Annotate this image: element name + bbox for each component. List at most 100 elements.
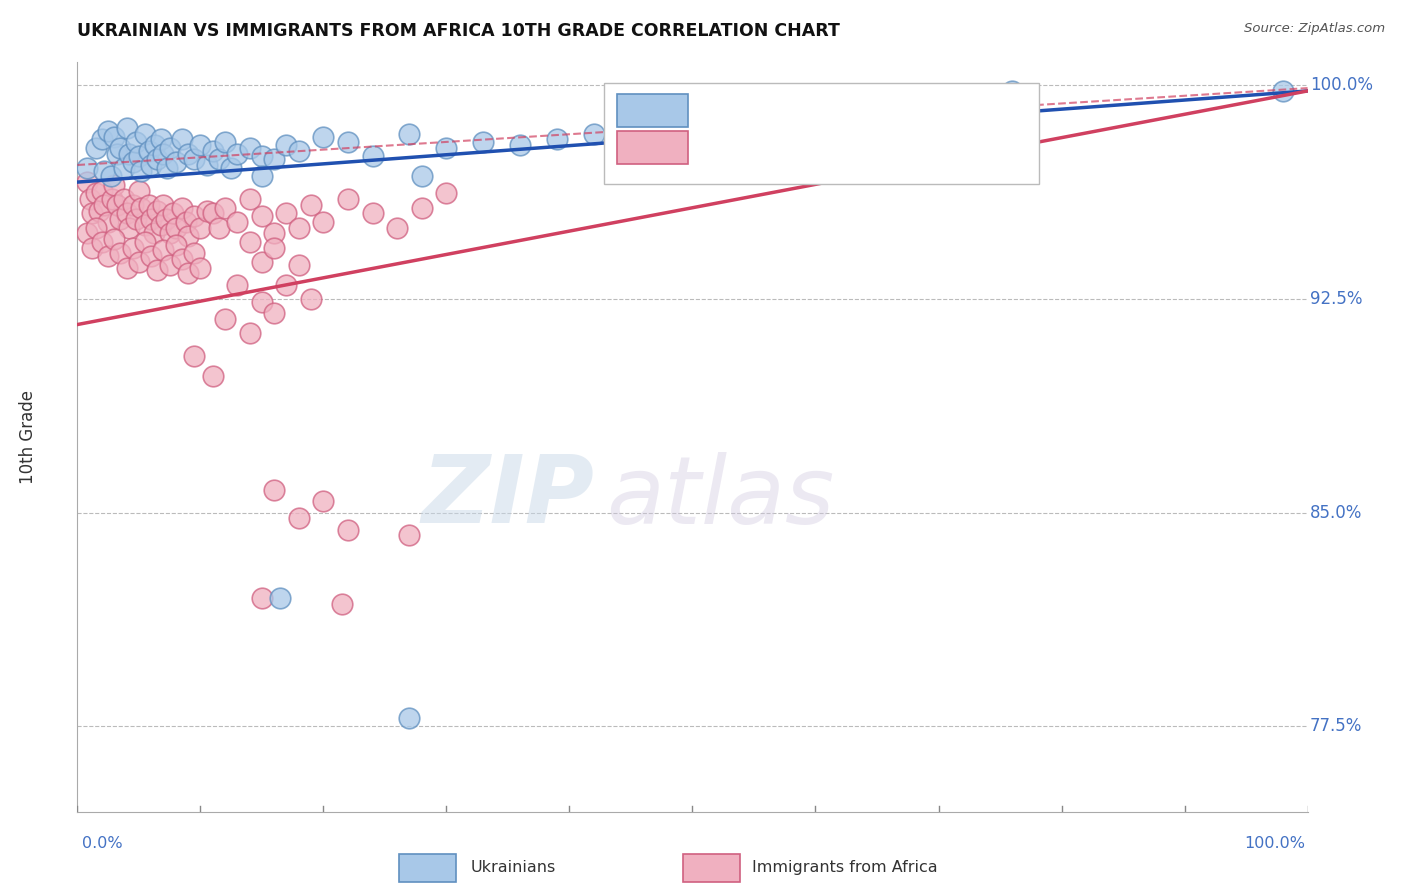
Point: [97, 249, 120, 263]
Text: Source: ZipAtlas.com: Source: ZipAtlas.com: [1244, 22, 1385, 36]
Point: [239, 235, 262, 249]
Point: [201, 368, 224, 383]
Point: [546, 132, 568, 146]
Point: [84, 141, 107, 155]
Point: [299, 198, 322, 212]
Point: [436, 141, 458, 155]
Point: [337, 135, 360, 149]
Point: [79, 192, 101, 206]
Point: [398, 528, 420, 542]
Point: [250, 294, 273, 309]
Point: [214, 135, 236, 149]
Point: [288, 220, 311, 235]
Point: [128, 184, 150, 198]
Point: [312, 494, 335, 508]
Point: [177, 229, 200, 244]
Point: [90, 132, 114, 146]
Point: [103, 178, 125, 192]
Point: [112, 161, 135, 175]
Point: [84, 220, 107, 235]
Text: R = 0.252  N = 57: R = 0.252 N = 57: [699, 101, 863, 119]
Point: [115, 120, 138, 135]
Point: [101, 192, 124, 206]
Point: [97, 124, 120, 138]
FancyBboxPatch shape: [617, 131, 688, 164]
Point: [118, 220, 141, 235]
Point: [226, 277, 249, 292]
Point: [142, 227, 165, 241]
Point: [411, 169, 433, 184]
Point: [250, 209, 273, 223]
Point: [269, 591, 291, 605]
Point: [263, 306, 285, 320]
Point: [312, 215, 335, 229]
Point: [90, 235, 114, 249]
Text: 100.0%: 100.0%: [1244, 836, 1305, 851]
Point: [214, 201, 236, 215]
Point: [105, 146, 128, 161]
Point: [170, 201, 193, 215]
Point: [250, 255, 273, 269]
Point: [361, 206, 384, 220]
Point: [226, 215, 249, 229]
Point: [188, 260, 212, 275]
Point: [159, 141, 181, 155]
Point: [152, 146, 174, 161]
Point: [263, 241, 285, 255]
Point: [398, 127, 420, 141]
Point: [188, 220, 212, 235]
Point: [188, 138, 212, 153]
Point: [110, 246, 132, 260]
Point: [129, 201, 153, 215]
FancyBboxPatch shape: [605, 84, 1039, 184]
Point: [146, 153, 169, 167]
Point: [226, 146, 249, 161]
Point: [141, 158, 163, 172]
Point: [201, 144, 224, 158]
Point: [288, 144, 311, 158]
Point: [152, 198, 174, 212]
Point: [411, 201, 433, 215]
Point: [143, 138, 166, 153]
Point: [159, 227, 181, 241]
Point: [125, 212, 148, 227]
Point: [134, 235, 156, 249]
Point: [337, 523, 360, 537]
Point: [146, 263, 169, 277]
Point: [312, 129, 335, 144]
Point: [201, 206, 224, 220]
Point: [152, 244, 174, 258]
Point: [134, 127, 156, 141]
Point: [150, 132, 173, 146]
Text: ZIP: ZIP: [422, 451, 595, 543]
Point: [170, 132, 193, 146]
Point: [115, 260, 138, 275]
Point: [214, 311, 236, 326]
Point: [138, 144, 160, 158]
Text: 10th Grade: 10th Grade: [20, 390, 37, 484]
Point: [183, 246, 205, 260]
Text: R = 0.327  N = 88: R = 0.327 N = 88: [699, 138, 863, 156]
Point: [263, 227, 285, 241]
Text: Immigrants from Africa: Immigrants from Africa: [752, 860, 938, 874]
Point: [288, 511, 311, 525]
Point: [93, 163, 115, 178]
Point: [195, 203, 218, 218]
Point: [134, 218, 156, 232]
Point: [208, 153, 231, 167]
Point: [141, 249, 163, 263]
Text: atlas: atlas: [606, 451, 835, 542]
Point: [128, 255, 150, 269]
Point: [174, 215, 197, 229]
Point: [129, 163, 153, 178]
Point: [97, 215, 120, 229]
Point: [110, 212, 132, 227]
Point: [82, 241, 104, 255]
Text: 85.0%: 85.0%: [1310, 504, 1362, 522]
Point: [121, 198, 143, 212]
Point: [89, 203, 111, 218]
Point: [165, 237, 187, 252]
Point: [330, 597, 353, 611]
Point: [183, 153, 205, 167]
Point: [239, 141, 262, 155]
